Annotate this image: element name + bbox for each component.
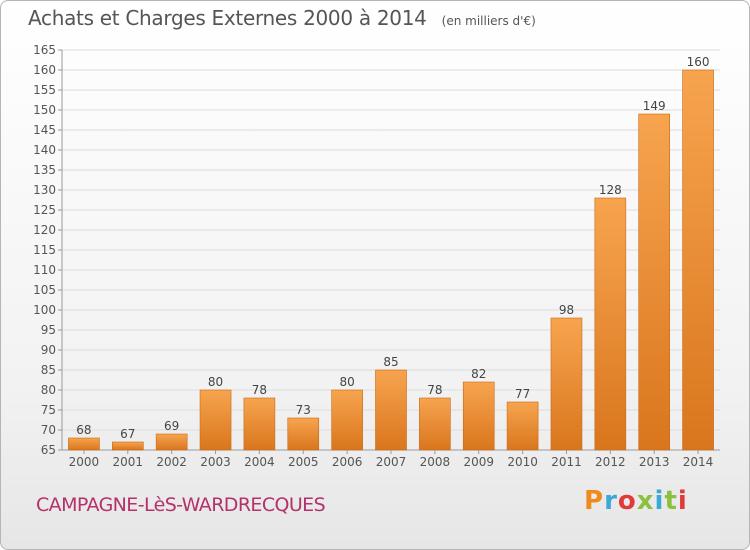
bar-2005 xyxy=(287,417,320,451)
y-tick-label: 120 xyxy=(33,223,56,237)
data-label-2007: 85 xyxy=(383,355,398,369)
data-label-2006: 80 xyxy=(339,375,354,389)
y-tick-label: 95 xyxy=(41,323,56,337)
x-tick-label-2012: 2012 xyxy=(595,455,626,469)
data-label-2008: 78 xyxy=(427,383,442,397)
y-tick-label: 125 xyxy=(33,203,56,217)
data-label-2009: 82 xyxy=(471,367,486,381)
y-tick-label: 75 xyxy=(41,403,56,417)
data-label-2001: 67 xyxy=(120,427,135,441)
logo-letter: o xyxy=(617,486,637,516)
x-tick-label-2008: 2008 xyxy=(420,455,451,469)
bar-2004 xyxy=(243,397,276,451)
x-tick-label-2003: 2003 xyxy=(200,455,231,469)
y-tick-label: 140 xyxy=(33,143,56,157)
logo-letter: x xyxy=(636,486,655,516)
bar-2001 xyxy=(112,441,144,451)
x-tick-label-2014: 2014 xyxy=(683,455,714,469)
x-tick-label-2001: 2001 xyxy=(113,455,144,469)
bar-2014 xyxy=(682,69,714,451)
x-tick-label-2004: 2004 xyxy=(244,455,275,469)
y-tick-labels: 65 70 75 80 85 90 95 100 105 110 115 120 125 130 135 14… xyxy=(33,43,56,457)
data-label-2013: 149 xyxy=(643,99,666,113)
logo-letter: P xyxy=(584,486,605,516)
bar-2010 xyxy=(506,401,539,451)
logo-letter: t xyxy=(664,486,678,516)
chart-title: Achats et Charges Externes 2000 à 2014 xyxy=(28,6,427,30)
data-label-2005: 73 xyxy=(296,403,311,417)
x-tick-label-2006: 2006 xyxy=(332,455,363,469)
bar-2002 xyxy=(155,433,188,451)
y-tick-label: 135 xyxy=(33,163,56,177)
bar-2006 xyxy=(331,389,363,451)
y-tick-label: 130 xyxy=(33,183,56,197)
bar-2012 xyxy=(594,197,627,451)
bars xyxy=(68,69,714,451)
bar-2003 xyxy=(199,389,232,451)
place-name: CAMPAGNE-LèS-WARDRECQUES xyxy=(36,494,326,516)
data-label-2000: 68 xyxy=(76,423,91,437)
data-label-2010: 77 xyxy=(515,387,530,401)
bar-2009 xyxy=(462,381,495,451)
x-tick-label-2002: 2002 xyxy=(156,455,187,469)
y-tick-label: 150 xyxy=(33,103,56,117)
y-tick-label: 100 xyxy=(33,303,56,317)
data-labels: 68 67 69 80 78 73 80 85 78 82 77 98 128 149 160 xyxy=(76,55,709,441)
y-tick-label: 145 xyxy=(33,123,56,137)
data-label-2004: 78 xyxy=(252,383,267,397)
logo-letter: r xyxy=(604,486,618,516)
x-tick-label-2013: 2013 xyxy=(639,455,670,469)
x-tick-labels: 2000 2001 2002 2003 2004 2005 2006 2007 2008 2009… xyxy=(69,450,714,469)
data-label-2003: 80 xyxy=(208,375,223,389)
y-tick-label: 80 xyxy=(41,383,56,397)
bar-2007 xyxy=(375,369,407,451)
data-label-2012: 128 xyxy=(599,183,622,197)
x-tick-label-2010: 2010 xyxy=(507,455,538,469)
title-row: Achats et Charges Externes 2000 à 2014 (… xyxy=(28,6,536,30)
y-tick-label: 110 xyxy=(33,263,56,277)
x-tick-label-2000: 2000 xyxy=(69,455,100,469)
y-tick-label: 115 xyxy=(33,243,56,257)
data-label-2011: 98 xyxy=(559,303,574,317)
y-tick-label: 90 xyxy=(41,343,56,357)
x-tick-label-2005: 2005 xyxy=(288,455,319,469)
bar-2000 xyxy=(68,437,100,451)
logo-letter: i xyxy=(677,486,688,516)
chart-unit: (en milliers d'€) xyxy=(441,14,536,28)
data-label-2002: 69 xyxy=(164,419,179,433)
y-tick-label: 160 xyxy=(33,63,56,77)
y-tick-label: 105 xyxy=(33,283,56,297)
y-tick-label: 155 xyxy=(33,83,56,97)
x-tick-label-2007: 2007 xyxy=(376,455,407,469)
proxiti-logo: Proxiti xyxy=(584,486,688,516)
data-label-2014: 160 xyxy=(687,55,710,69)
y-tick-label: 85 xyxy=(41,363,56,377)
logo-letter: i xyxy=(654,486,665,516)
bar-2013 xyxy=(638,113,671,451)
y-tick-label: 70 xyxy=(41,423,56,437)
x-tick-label-2011: 2011 xyxy=(551,455,582,469)
x-tick-label-2009: 2009 xyxy=(463,455,494,469)
bar-2008 xyxy=(419,397,451,451)
y-tick-label: 165 xyxy=(33,43,56,57)
bar-2011 xyxy=(550,317,583,451)
y-tick-label: 65 xyxy=(41,443,56,457)
